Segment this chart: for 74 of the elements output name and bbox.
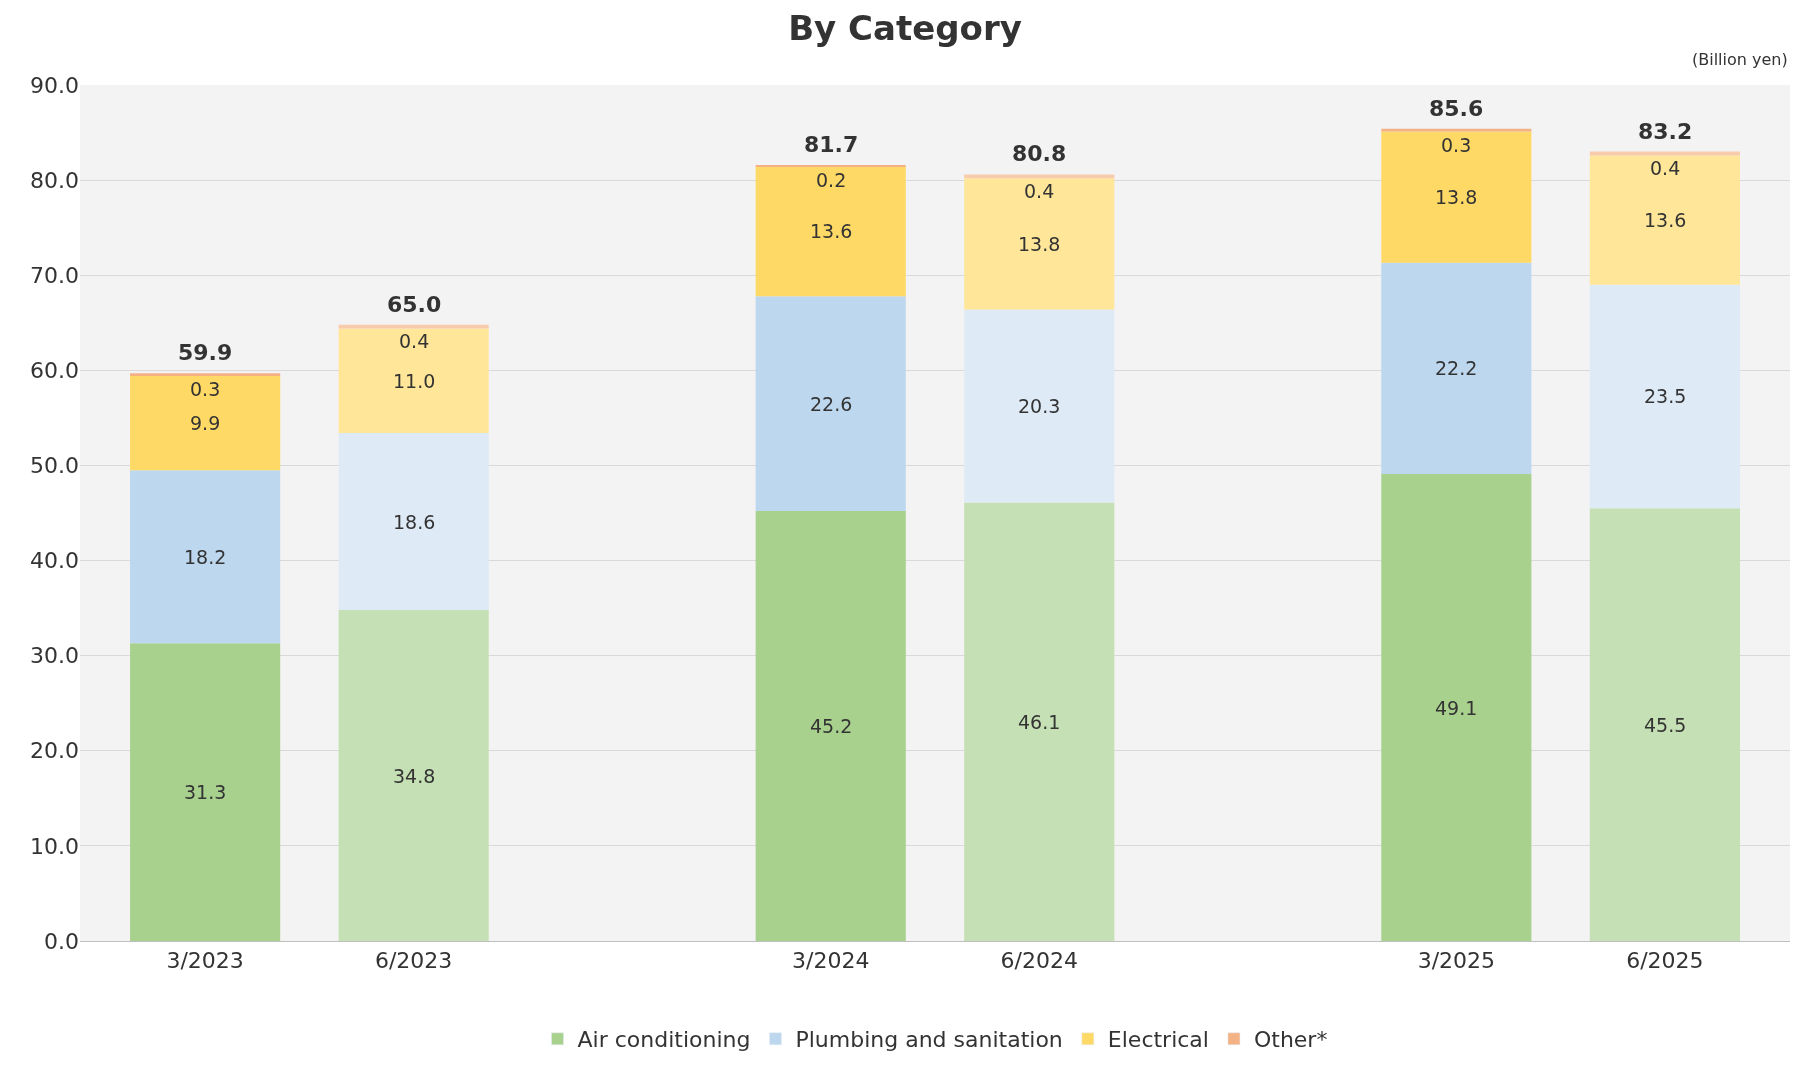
x-tick-label: 3/2024 (792, 948, 870, 974)
total-label: 65.0 (387, 292, 442, 317)
data-label: 0.3 (1441, 134, 1472, 156)
data-label: 45.2 (810, 715, 853, 737)
bar (1589, 284, 1740, 509)
bar (964, 309, 1115, 503)
x-tick-label: 3/2025 (1417, 948, 1496, 974)
bar (338, 610, 489, 941)
total-label: 59.9 (178, 340, 233, 365)
data-label: 20.3 (1018, 395, 1061, 417)
data-label: 18.2 (184, 546, 227, 568)
x-tick-label: 6/2024 (1000, 948, 1078, 974)
bar (1589, 508, 1740, 941)
bar (130, 470, 281, 644)
y-tick-label: 80.0 (30, 167, 79, 193)
data-label: 13.6 (1644, 209, 1687, 231)
bar (1589, 155, 1740, 285)
data-label: 9.9 (190, 412, 221, 434)
data-label: 22.6 (810, 393, 853, 415)
data-label: 49.1 (1435, 697, 1478, 719)
legend-label: Air conditioning (577, 1027, 751, 1053)
y-tick-label: 60.0 (30, 358, 79, 384)
data-label: 0.2 (816, 169, 847, 191)
total-label: 85.6 (1429, 96, 1484, 121)
data-label: 22.2 (1435, 357, 1478, 379)
data-label: 0.3 (190, 378, 221, 400)
bar (755, 511, 906, 941)
y-tick-label: 20.0 (30, 738, 79, 764)
bar (130, 373, 281, 377)
x-tick-label: 6/2023 (374, 948, 453, 974)
bar (130, 376, 281, 471)
y-tick-label: 40.0 (30, 548, 79, 574)
total-label: 80.8 (1012, 141, 1067, 166)
text: (Billion yen) (1692, 50, 1788, 69)
data-label: 0.4 (1650, 157, 1681, 179)
data-label: 0.4 (1024, 180, 1055, 202)
data-label: 18.6 (393, 511, 436, 533)
bar (964, 178, 1115, 310)
x-tick-label: 3/2023 (166, 948, 244, 974)
bar (755, 166, 906, 297)
bar (338, 433, 489, 611)
y-tick-label: 30.0 (30, 643, 79, 669)
bar (964, 174, 1115, 179)
y-tick-label: 0.0 (44, 928, 79, 954)
y-tick-label: 50.0 (30, 453, 79, 479)
bar (755, 164, 906, 167)
bar (338, 328, 489, 434)
data-label: 13.8 (1018, 233, 1061, 255)
bar (130, 643, 281, 941)
data-label: 0.4 (399, 330, 430, 352)
data-label: 31.3 (184, 781, 227, 803)
legend-label: Electrical (1107, 1027, 1209, 1053)
bar (1381, 128, 1532, 132)
total-label: 83.2 (1638, 119, 1693, 144)
legend-label: Other* (1253, 1027, 1328, 1053)
data-label: 45.5 (1644, 714, 1687, 736)
bar (1381, 262, 1532, 474)
legend-label: Plumbing and sanitation (795, 1027, 1063, 1053)
data-label: 46.1 (1018, 711, 1061, 733)
bar (755, 296, 906, 512)
total-label: 81.7 (804, 132, 859, 157)
data-label: 23.5 (1644, 385, 1687, 407)
y-tick-label: 10.0 (30, 833, 79, 859)
chart-title: By Category (788, 7, 1022, 48)
bar (964, 502, 1115, 941)
data-label: 34.8 (393, 765, 436, 787)
data-label: 11.0 (393, 370, 436, 392)
x-tick-label: 6/2025 (1626, 948, 1704, 974)
y-tick-label: 90.0 (30, 72, 79, 98)
data-label: 13.6 (810, 220, 853, 242)
data-label: 13.8 (1435, 186, 1478, 208)
y-tick-label: 70.0 (30, 262, 79, 288)
bar (1381, 131, 1532, 263)
bar (1381, 474, 1532, 941)
